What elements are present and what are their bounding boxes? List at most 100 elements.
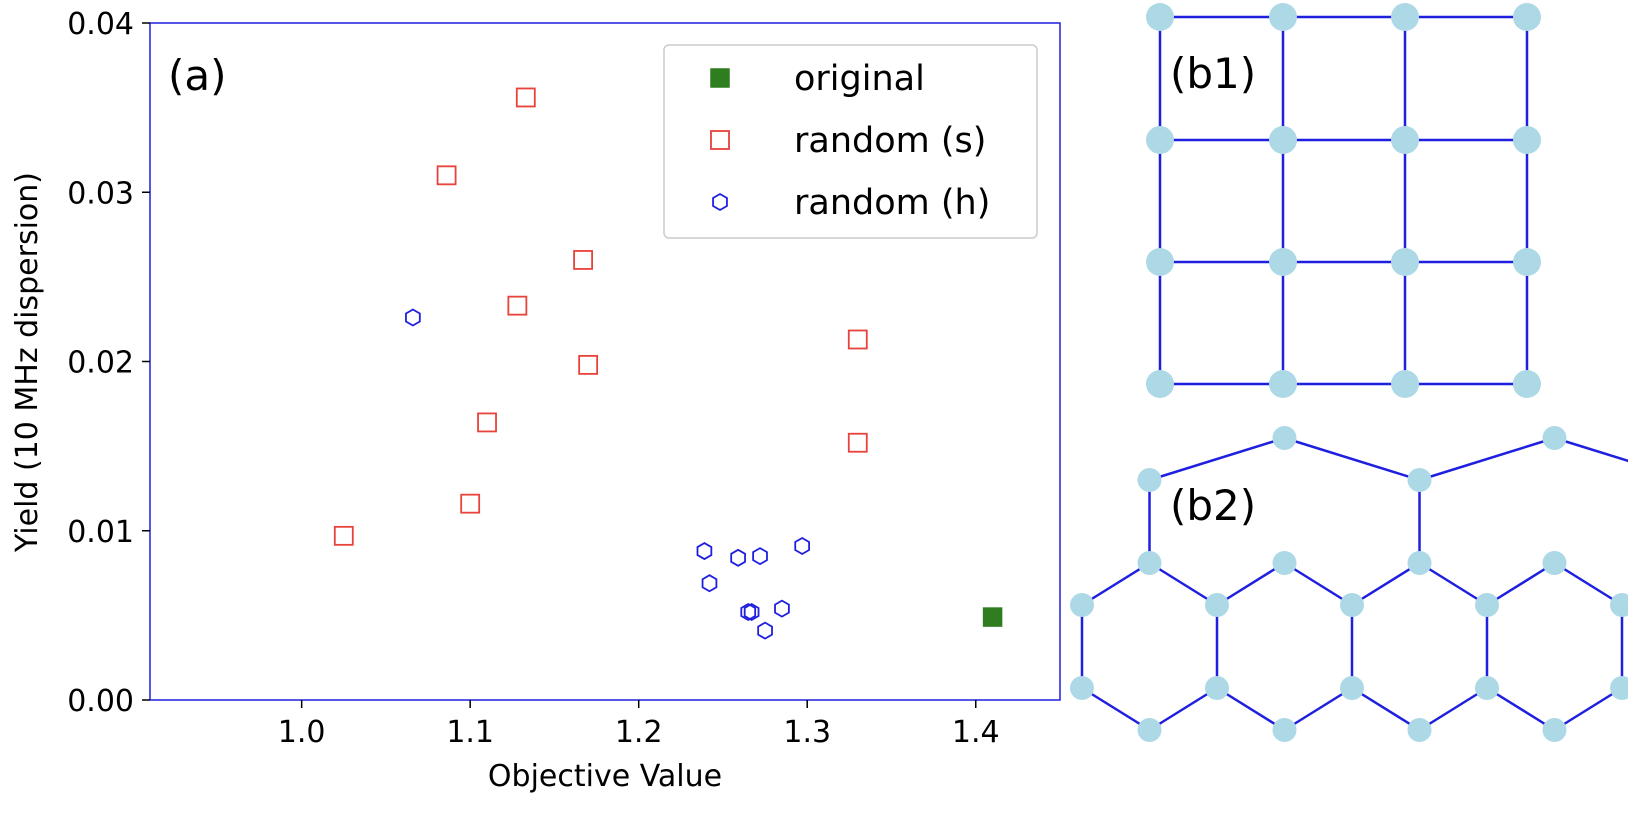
x-tick-label: 1.4 <box>952 715 1000 750</box>
square-lattice-node <box>1146 370 1174 398</box>
y-tick-label: 0.02 <box>67 346 134 381</box>
y-axis-label: Yield (10 MHz dispersion) <box>10 172 45 553</box>
data-point-series-2 <box>730 548 746 567</box>
hex-lattice-node <box>1475 676 1499 700</box>
y-tick-label: 0.00 <box>67 684 134 719</box>
data-point-series-2 <box>774 599 790 618</box>
data-point-series-2 <box>696 542 713 561</box>
y-tick-label: 0.01 <box>67 515 134 550</box>
hex-lattice-edge <box>1081 686 1151 732</box>
hex-lattice-edge <box>1148 686 1218 732</box>
data-point-series-1 <box>460 493 481 514</box>
legend: original random (s) random (h) <box>663 44 1038 239</box>
data-point-series-0 <box>982 607 1003 627</box>
x-axis-label: Objective Value <box>488 759 722 794</box>
hex-lattice-diagram: (b2) <box>1070 426 1628 742</box>
legend-label-series-0: original <box>794 59 925 99</box>
square-lattice-node <box>1513 248 1541 276</box>
legend-marker-series-0 <box>710 68 730 88</box>
square-lattice-node <box>1146 3 1174 31</box>
square-lattice-node <box>1513 3 1541 31</box>
square-lattice-node <box>1513 370 1541 398</box>
data-point-series-2 <box>405 308 421 327</box>
data-point-series-2 <box>701 574 718 593</box>
hex-lattice-node <box>1340 593 1364 617</box>
legend-marker-series-1 <box>710 130 730 150</box>
hex-lattice-edge <box>1486 561 1556 607</box>
data-point-series-1 <box>573 250 593 270</box>
hex-lattice-node <box>1407 468 1432 492</box>
data-point-series-1 <box>847 432 868 453</box>
y-tick-label: 0.04 <box>67 7 134 42</box>
square-lattice-node <box>1391 248 1419 276</box>
data-point-series-1 <box>515 87 536 108</box>
panel-label-b2: (b2) <box>1170 481 1256 530</box>
data-point-series-2 <box>743 602 760 622</box>
hex-lattice-node <box>1137 718 1162 742</box>
panel-label-a: (a) <box>168 51 227 100</box>
data-point-series-2 <box>794 536 810 556</box>
square-lattice-node <box>1391 3 1419 31</box>
hex-lattice-node <box>1542 426 1567 450</box>
hex-lattice-node <box>1205 676 1229 700</box>
data-point-series-2 <box>757 621 773 640</box>
hex-lattice-node <box>1475 593 1499 617</box>
square-lattice-node <box>1269 3 1297 31</box>
hex-lattice-edge <box>1351 561 1421 607</box>
hex-lattice-edge <box>1486 686 1556 732</box>
x-tick-label: 1.0 <box>278 715 326 750</box>
data-point-series-1 <box>847 329 868 350</box>
data-point-series-2 <box>740 602 757 622</box>
hex-lattice-edge <box>1553 561 1623 607</box>
hex-lattice-node <box>1542 551 1567 575</box>
y-tick-label: 0.03 <box>67 176 134 211</box>
hex-lattice-edge <box>1418 561 1488 607</box>
hex-lattice-node <box>1137 468 1162 492</box>
hex-lattice-node <box>1205 593 1229 617</box>
hex-lattice-edge <box>1419 436 1555 482</box>
hex-lattice-edge <box>1418 686 1488 732</box>
square-lattice-node <box>1391 370 1419 398</box>
hex-lattice-node <box>1340 676 1364 700</box>
legend-label-series-1: random (s) <box>794 121 986 161</box>
hex-lattice-edge <box>1148 561 1218 607</box>
data-points <box>333 87 1003 640</box>
square-lattice-node <box>1513 126 1541 154</box>
hex-lattice-node <box>1137 551 1162 575</box>
hex-lattice-node <box>1070 676 1094 700</box>
x-tick-label: 1.1 <box>446 715 494 750</box>
x-axis-ticks: 1.0 1.1 1.2 1.3 1.4 <box>278 700 1000 750</box>
legend-box <box>663 44 1038 239</box>
x-tick-label: 1.3 <box>783 715 831 750</box>
square-lattice-node <box>1146 126 1174 154</box>
data-point-series-1 <box>507 295 528 316</box>
data-point-series-1 <box>578 354 599 375</box>
hex-lattice-edge <box>1216 686 1286 732</box>
data-point-series-2 <box>752 547 768 566</box>
hex-lattice-node <box>1272 718 1297 742</box>
hex-lattice-edge <box>1283 561 1353 607</box>
data-point-series-1 <box>333 525 354 546</box>
x-tick-label: 1.2 <box>615 715 663 750</box>
hex-lattice-edge <box>1351 686 1421 732</box>
scatter-panel: 1.0 1.1 1.2 1.3 1.4 0.00 0.01 0.02 0.03 0.04 Obj… <box>10 7 1061 794</box>
hex-lattice-edge <box>1081 561 1151 607</box>
hex-lattice-node <box>1272 426 1297 450</box>
hex-lattice-edge <box>1553 686 1623 732</box>
square-lattice-node <box>1269 126 1297 154</box>
square-lattice-diagram: (b1) <box>1146 3 1541 398</box>
square-lattice-node <box>1391 126 1419 154</box>
hex-lattice-node <box>1542 718 1567 742</box>
hex-lattice-node <box>1070 593 1094 617</box>
hex-lattice-node <box>1610 676 1628 700</box>
hex-lattice-node <box>1272 551 1297 575</box>
data-point-series-1 <box>477 412 497 433</box>
legend-marker-series-2 <box>712 192 728 212</box>
data-point-series-1 <box>436 165 457 186</box>
y-axis-ticks: 0.00 0.01 0.02 0.03 0.04 <box>67 7 150 719</box>
legend-label-series-2: random (h) <box>794 183 990 223</box>
hex-lattice-node <box>1610 593 1628 617</box>
hex-lattice-edge <box>1149 436 1285 482</box>
hex-lattice-edge <box>1284 436 1420 482</box>
